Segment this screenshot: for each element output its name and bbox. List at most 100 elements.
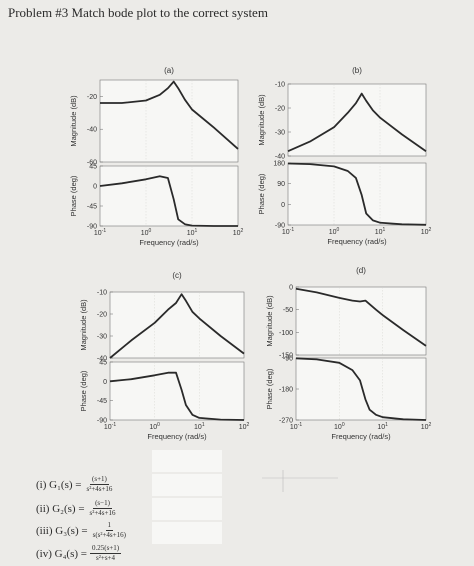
y-tick-label: 0 <box>289 285 293 292</box>
x-tick-label: 101 <box>375 227 386 236</box>
y-tick-label: -20 <box>97 312 107 319</box>
phase-axis-label: Phase (deg) <box>69 175 78 216</box>
phase-curve-a <box>99 175 238 227</box>
y-tick-label: 0 <box>103 379 107 386</box>
x-tick-label: 10-1 <box>94 228 106 237</box>
y-tick-label: 45 <box>99 360 107 367</box>
y-tick-label: 90 <box>277 181 285 188</box>
x-tick-label: 100 <box>329 227 340 236</box>
phase-frame <box>287 162 427 226</box>
y-tick-label: -270 <box>279 418 293 425</box>
bode-plot-d: (d) 0 -50 -100 -150 Magnitude (dB) -90 -180 -270… <box>265 266 432 441</box>
y-tick-label: -60 <box>87 160 97 167</box>
plot-label-b: (b) <box>352 66 362 75</box>
fraction-denominator: s²+4s+16 <box>86 485 113 493</box>
frequency-axis-label: Frequency (rad/s) <box>327 237 387 246</box>
y-tick-label: 0 <box>281 202 285 209</box>
magnitude-frame <box>99 79 239 163</box>
fraction-numerator: (s+1) <box>90 475 109 485</box>
equation-lhs: (iv) G₄(s) = <box>36 547 87 560</box>
phase-frame <box>99 165 239 227</box>
problem-title: Problem #3 Match bode plot to the correc… <box>8 5 268 20</box>
magnitude-curve-a <box>100 80 239 150</box>
phase-curve-d <box>295 357 427 421</box>
phase-curve-c <box>109 371 245 421</box>
fraction-denominator: s(s²+4s+16) <box>92 531 126 539</box>
y-tick-label: -90 <box>87 224 97 231</box>
equation-3: (iii) G₃(s) = 1 s(s²+4s+16) <box>36 521 128 540</box>
equation-2: (ii) G₂(s) = (s−1) s²+4s+16 <box>36 499 117 518</box>
fraction-denominator: s²+s+4 <box>96 554 115 562</box>
equation-lhs: (i) G₁(s) = <box>36 478 82 491</box>
x-tick-label: 10-1 <box>282 227 294 236</box>
bode-plot-b: (b) -10 -20 -30 -40 Magnitude (dB) 180 90 0 -90 Ph… <box>257 66 432 246</box>
y-tick-label: -30 <box>97 334 107 341</box>
magnitude-axis-label: Magnitude (dB) <box>79 299 88 351</box>
magnitude-frame <box>109 291 245 359</box>
magnitude-panel-c: -10 -20 -30 -40 Magnitude (dB) <box>79 290 245 363</box>
equation-fraction: 0.25(s+1) s²+s+4 <box>89 544 122 563</box>
y-tick-label: -10 <box>97 290 107 297</box>
magnitude-axis-label: Magnitude (dB) <box>257 94 266 146</box>
phase-axis-label: Phase (deg) <box>257 173 266 214</box>
frequency-axis-label: Frequency (rad/s) <box>331 432 391 441</box>
frequency-axis-label: Frequency (rad/s) <box>147 432 207 441</box>
plot-label-c: (c) <box>172 271 182 280</box>
plot-label-a: (a) <box>164 66 174 75</box>
phase-panel-c: 45 0 -45 -90 Phase (deg) <box>79 360 245 425</box>
x-tick-label: 100 <box>334 422 345 431</box>
x-tick-label: 102 <box>233 228 244 237</box>
magnitude-axis-label: Magnitude (dB) <box>69 95 78 147</box>
answer-box-3 <box>152 498 222 520</box>
y-tick-label: -20 <box>87 94 97 101</box>
y-tick-label: -50 <box>283 307 293 314</box>
bode-plot-a: (a) -20 -40 -60 Magnitude (dB) 45 0 -45 -90 Phase… <box>69 66 244 247</box>
equation-4: (iv) G₄(s) = 0.25(s+1) s²+s+4 <box>36 544 122 563</box>
equation-lhs: (ii) G₂(s) = <box>36 502 85 515</box>
magnitude-curve-d <box>295 287 427 347</box>
answer-box-1 <box>152 450 222 472</box>
x-tick-label: 100 <box>141 228 152 237</box>
x-tick-label: 102 <box>421 227 432 236</box>
y-tick-label: -40 <box>97 356 107 363</box>
phase-frame <box>295 357 427 421</box>
phase-panel-a: 45 0 -45 -90 Phase (deg) <box>69 164 239 231</box>
equation-fraction: (s+1) s²+4s+16 <box>84 475 114 494</box>
x-tick-label: 100 <box>149 422 160 431</box>
magnitude-curve-b <box>287 92 427 153</box>
y-tick-label: -150 <box>279 353 293 360</box>
equation-lhs: (iii) G₃(s) = <box>36 524 88 537</box>
x-tick-label: 101 <box>194 422 205 431</box>
x-tick-label: 101 <box>187 228 198 237</box>
y-tick-label: -180 <box>279 387 293 394</box>
bode-plot-c: (c) -10 -20 -30 -40 Magnitude (dB) 45 0 -45 -90 Ph… <box>79 271 250 441</box>
x-tick-label: 102 <box>239 422 250 431</box>
magnitude-curve-c <box>109 293 245 359</box>
y-tick-label: 45 <box>89 164 97 171</box>
equation-1: (i) G₁(s) = (s+1) s²+4s+16 <box>36 475 114 494</box>
equation-fraction: (s−1) s²+4s+16 <box>88 499 118 518</box>
x-tick-label: 101 <box>377 422 388 431</box>
answer-box-4 <box>152 522 222 544</box>
y-tick-label: 180 <box>273 161 285 168</box>
y-tick-label: -100 <box>279 330 293 337</box>
y-tick-label: -30 <box>275 130 285 137</box>
frequency-axis-label: Frequency (rad/s) <box>139 238 199 247</box>
answer-box-2 <box>152 474 222 496</box>
magnitude-panel-d: 0 -50 -100 -150 Magnitude (dB) <box>265 285 427 360</box>
fraction-numerator: (s−1) <box>93 499 112 509</box>
fraction-numerator: 1 <box>105 521 114 531</box>
y-tick-label: 0 <box>93 184 97 191</box>
magnitude-frame <box>287 83 427 157</box>
phase-axis-label: Phase (deg) <box>79 370 88 411</box>
phase-curve-b <box>287 162 427 226</box>
magnitude-axis-label: Magnitude (dB) <box>265 295 274 347</box>
y-tick-label: -90 <box>97 418 107 425</box>
magnitude-frame <box>295 286 427 356</box>
fraction-denominator: s²+4s+16 <box>89 509 116 517</box>
y-tick-label: -40 <box>87 127 97 134</box>
x-tick-label: 10-1 <box>104 422 116 431</box>
x-tick-label: 10-1 <box>290 422 302 431</box>
phase-panel-d: -90 -180 -270 Phase (deg) <box>265 356 427 425</box>
